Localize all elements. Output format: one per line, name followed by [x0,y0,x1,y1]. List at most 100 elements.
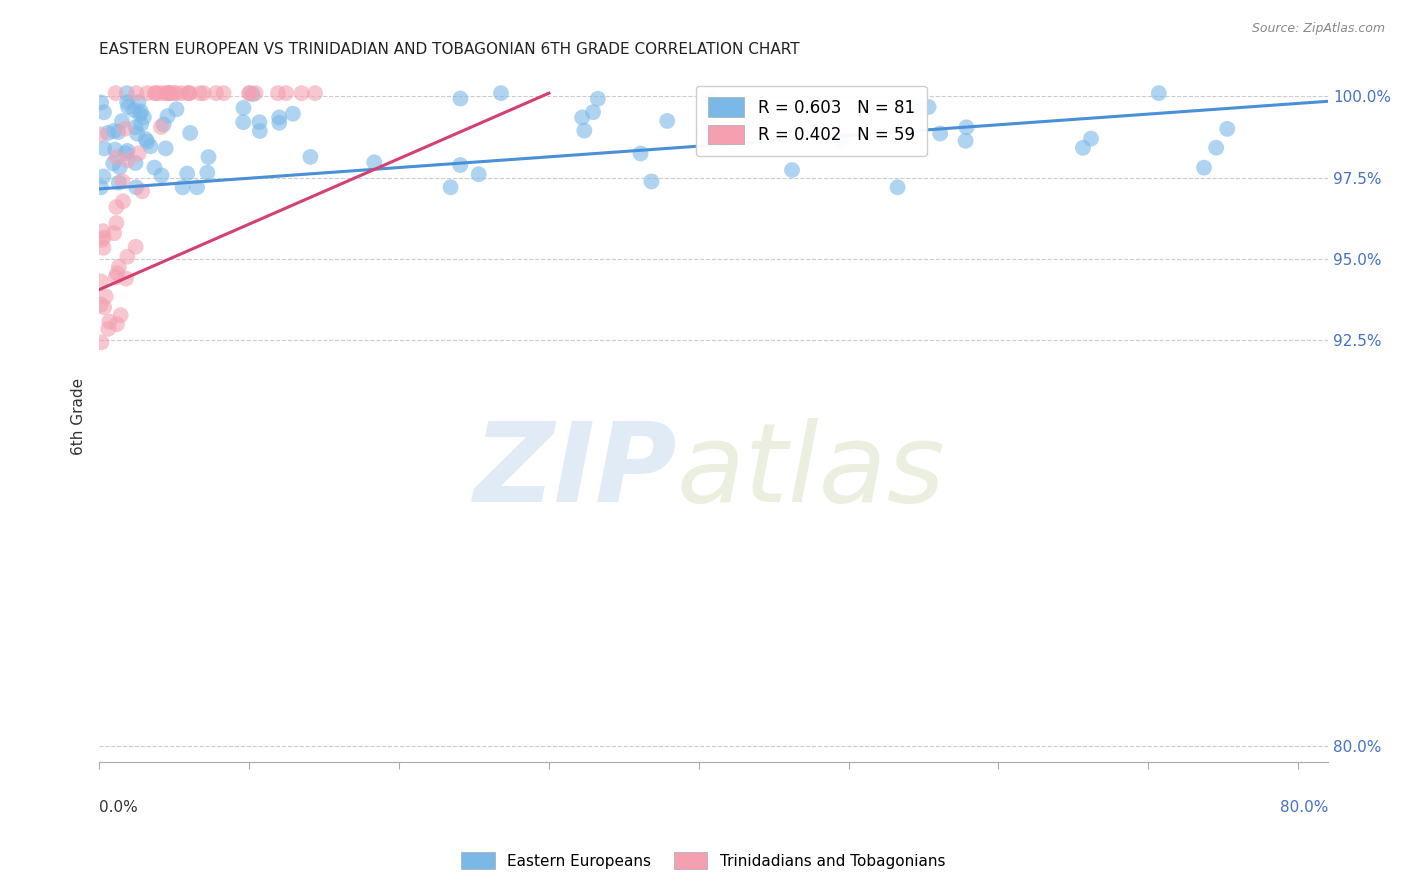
Point [105,200,128,214]
Point [114,146,136,161]
Point [139,139,162,153]
Point [188,86,211,100]
Point [901,99,924,113]
Point [212,86,235,100]
Point [107,176,129,190]
Point [90,335,112,350]
Point [94,289,117,303]
Point [929,127,952,141]
Point [97,322,120,336]
Point [830,133,852,147]
Text: 80.0%: 80.0% [1279,800,1329,814]
Point [574,123,596,137]
Point [105,317,128,331]
Point [955,134,977,148]
Point [156,86,179,100]
Point [249,115,271,129]
Point [156,109,179,123]
Point [93,141,115,155]
Point [1071,141,1094,155]
Point [193,86,215,100]
Point [291,86,314,100]
Point [780,163,803,178]
Point [238,86,260,100]
Point [117,153,139,168]
Text: EASTERN EUROPEAN VS TRINIDADIAN AND TOBAGONIAN 6TH GRADE CORRELATION CHART: EASTERN EUROPEAN VS TRINIDADIAN AND TOBA… [100,42,800,57]
Point [489,86,512,100]
Point [104,270,127,285]
Point [115,271,138,285]
Point [124,120,146,135]
Point [90,297,112,311]
Point [103,124,125,138]
Text: 0.0%: 0.0% [100,800,138,814]
Point [132,111,155,125]
Point [143,86,166,100]
Point [152,86,174,100]
Point [129,104,152,119]
Point [955,120,977,135]
Point [177,86,200,100]
Point [274,86,297,100]
Point [93,105,115,120]
Point [111,174,134,188]
Point [105,150,128,164]
Point [127,95,149,109]
Point [110,308,132,322]
Point [1192,161,1215,175]
Point [124,240,146,254]
Text: atlas: atlas [676,418,946,524]
Point [702,93,724,107]
Point [449,91,471,105]
Point [1205,141,1227,155]
Point [129,117,152,131]
Point [176,167,198,181]
Point [179,126,201,140]
Legend: Eastern Europeans, Trinidadians and Tobagonians: Eastern Europeans, Trinidadians and Toba… [456,846,950,875]
Point [125,86,148,100]
Point [165,86,187,100]
Point [111,114,134,128]
Point [232,115,254,129]
Point [105,216,128,230]
Point [699,120,721,135]
Point [170,86,193,100]
Point [90,95,112,110]
Point [269,116,291,130]
Point [107,125,129,139]
Point [135,132,157,146]
Point [128,107,150,121]
Point [128,146,150,161]
Point [159,86,181,100]
Point [640,174,662,188]
Point [111,194,134,209]
Point [586,92,609,106]
Point [917,100,939,114]
Point [103,226,125,240]
Point [205,86,228,100]
Point [249,124,271,138]
Point [449,158,471,172]
Point [124,156,146,170]
Point [152,117,174,131]
Point [156,86,179,100]
Point [131,184,153,198]
Point [886,180,908,194]
Point [157,86,180,100]
Point [242,87,264,102]
Point [150,169,173,183]
Point [125,180,148,194]
Point [145,86,167,100]
Point [115,86,138,100]
Point [239,86,262,100]
Point [172,180,194,194]
Point [439,180,461,194]
Point [304,86,326,100]
Point [186,180,208,194]
Point [363,155,385,169]
Point [269,111,291,125]
Point [115,95,138,109]
Point [91,224,114,238]
Point [101,156,124,170]
Point [93,300,115,314]
